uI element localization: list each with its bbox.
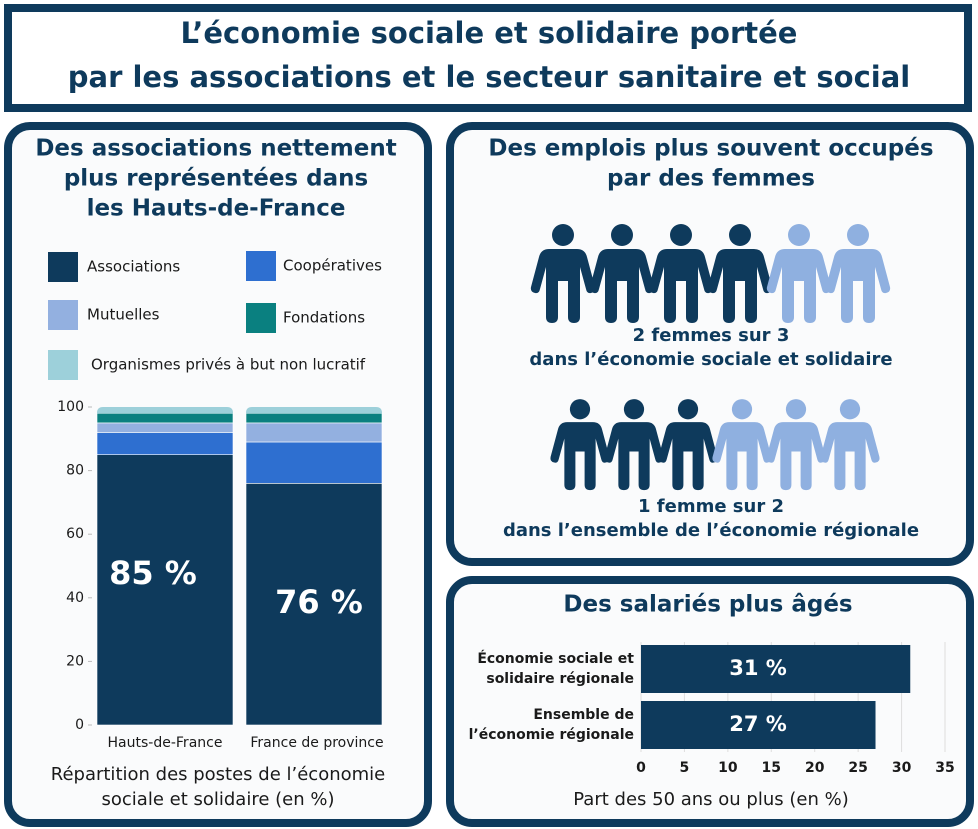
y-tick-label: 80 bbox=[66, 463, 84, 479]
pictogram-label: dans l’économie sociale et solidaire bbox=[529, 349, 892, 370]
y-tick-label: 0 bbox=[75, 717, 84, 733]
bar-segment bbox=[97, 407, 233, 414]
bar-segment bbox=[245, 422, 383, 443]
person-head bbox=[611, 224, 633, 246]
bar-segment bbox=[245, 413, 383, 424]
bar-segment bbox=[245, 483, 383, 726]
legend-label: Organismes privés à but non lucratif bbox=[91, 356, 366, 374]
x-axis-label: Part des 50 ans ou plus (en %) bbox=[573, 789, 848, 810]
person-icon bbox=[825, 224, 891, 323]
panel-title: Des emplois plus souvent occupés bbox=[488, 136, 933, 162]
person-icon bbox=[712, 399, 772, 491]
x-tick-label: 20 bbox=[805, 760, 825, 776]
person-body bbox=[550, 422, 610, 491]
main-title: L’économie sociale et solidaire portée bbox=[181, 16, 798, 50]
pictogram-label: 1 femme sur 2 bbox=[638, 496, 784, 517]
person-icon bbox=[604, 399, 664, 491]
person-icon bbox=[766, 224, 832, 323]
x-tick-label: France de province bbox=[250, 735, 383, 751]
y-tick-label: Économie sociale et bbox=[477, 650, 634, 667]
panel-title: Des salariés plus âgés bbox=[563, 592, 852, 618]
person-body bbox=[825, 249, 891, 323]
y-tick-label: 60 bbox=[66, 526, 84, 542]
x-tick-label: 35 bbox=[935, 760, 954, 776]
pictogram-label: dans l’ensemble de l’économie régionale bbox=[503, 520, 919, 541]
x-tick-label: Hauts-de-France bbox=[108, 735, 223, 751]
person-head bbox=[623, 399, 645, 420]
person-body bbox=[658, 422, 718, 491]
person-body bbox=[766, 249, 832, 323]
value-label: 85 % bbox=[109, 554, 197, 592]
legend-label: Coopératives bbox=[283, 257, 382, 275]
person-icon bbox=[648, 224, 714, 323]
person-icon bbox=[550, 399, 610, 491]
person-head bbox=[677, 399, 699, 420]
legend-swatch bbox=[48, 350, 78, 380]
pictogram-label: 2 femmes sur 3 bbox=[633, 325, 790, 346]
person-body bbox=[707, 249, 773, 323]
y-tick-label: 20 bbox=[66, 653, 84, 669]
person-body bbox=[766, 422, 826, 491]
person-head bbox=[785, 399, 807, 420]
x-axis-label: Répartition des postes de l’économie bbox=[51, 764, 386, 785]
person-head bbox=[731, 399, 753, 420]
legend-label: Associations bbox=[87, 258, 180, 276]
person-body bbox=[604, 422, 664, 491]
value-label: 31 % bbox=[729, 656, 787, 680]
x-tick-label: 0 bbox=[636, 760, 646, 776]
value-label: 76 % bbox=[275, 583, 363, 621]
x-axis-label: sociale et solidaire (en %) bbox=[102, 789, 335, 810]
person-head bbox=[729, 224, 751, 246]
person-body bbox=[530, 249, 596, 323]
panel-title: par des femmes bbox=[607, 166, 815, 192]
x-tick-label: 10 bbox=[718, 760, 738, 776]
x-tick-label: 5 bbox=[680, 760, 690, 776]
person-icon bbox=[658, 399, 718, 491]
bar-segment bbox=[96, 413, 234, 424]
bar-segment bbox=[96, 454, 234, 726]
person-body bbox=[648, 249, 714, 323]
person-head bbox=[670, 224, 692, 246]
y-tick-label: Ensemble de bbox=[533, 707, 634, 723]
bar bbox=[641, 701, 876, 749]
bar-segment bbox=[96, 422, 234, 433]
bar-segment bbox=[96, 432, 234, 456]
person-icon bbox=[530, 224, 596, 323]
legend-label: Fondations bbox=[283, 309, 365, 327]
x-tick-label: 30 bbox=[892, 760, 912, 776]
title-box bbox=[4, 4, 972, 112]
person-body bbox=[712, 422, 772, 491]
legend-swatch bbox=[246, 303, 276, 333]
person-icon bbox=[820, 399, 880, 491]
value-label: 27 % bbox=[729, 712, 787, 736]
x-tick-label: 15 bbox=[762, 760, 781, 776]
bar-segment bbox=[245, 441, 383, 484]
person-icon bbox=[589, 224, 655, 323]
panel-title: plus représentées dans bbox=[64, 166, 368, 192]
legend-swatch bbox=[48, 300, 78, 330]
person-head bbox=[552, 224, 574, 246]
legend-swatch bbox=[48, 252, 78, 282]
person-head bbox=[788, 224, 810, 246]
y-tick-label: 40 bbox=[66, 590, 84, 606]
panel-title: Des associations nettement bbox=[35, 136, 396, 162]
person-icon bbox=[707, 224, 773, 323]
person-body bbox=[589, 249, 655, 323]
panel-title: les Hauts-de-France bbox=[87, 196, 346, 222]
main-title: par les associations et le secteur sanit… bbox=[68, 60, 910, 94]
person-body bbox=[820, 422, 880, 491]
person-head bbox=[839, 399, 861, 420]
y-tick-label: l’économie régionale bbox=[469, 727, 634, 743]
y-tick-label: solidaire régionale bbox=[486, 671, 634, 687]
person-icon bbox=[766, 399, 826, 491]
person-head bbox=[847, 224, 869, 246]
bar-segment bbox=[246, 407, 382, 414]
person-head bbox=[569, 399, 591, 420]
legend-swatch bbox=[246, 251, 276, 281]
x-tick-label: 25 bbox=[848, 760, 867, 776]
bar bbox=[641, 645, 911, 693]
legend-label: Mutuelles bbox=[87, 306, 160, 324]
y-tick-label: 100 bbox=[57, 399, 84, 415]
